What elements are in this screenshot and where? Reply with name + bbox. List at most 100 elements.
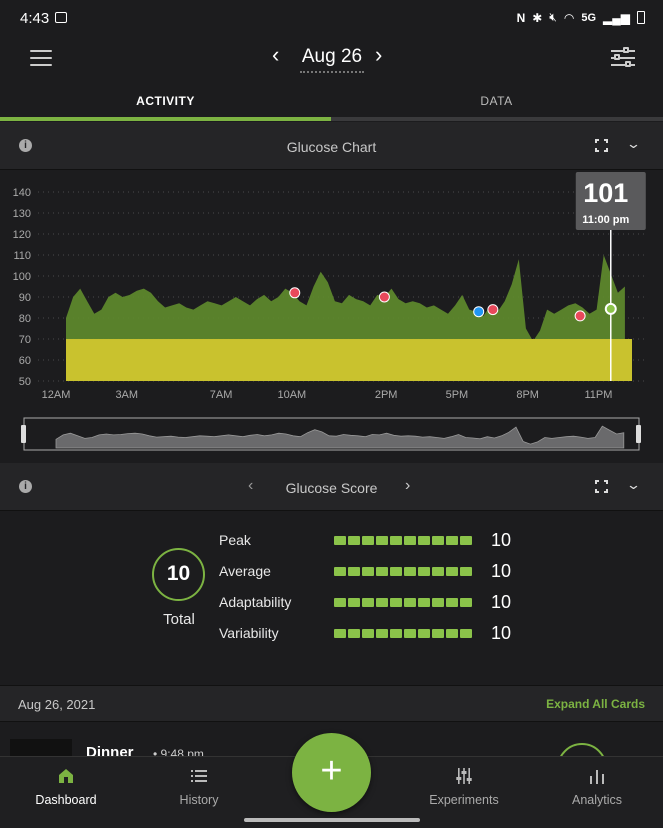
score-segment (446, 629, 458, 638)
tab-track (0, 117, 663, 121)
overview-handle-left[interactable] (21, 425, 26, 443)
score-segment (376, 629, 388, 638)
x-tick-label: 12AM (42, 389, 71, 401)
score-next-icon[interactable]: › (405, 477, 411, 494)
meal-event-marker (487, 304, 499, 316)
home-icon (59, 769, 73, 783)
plus-icon: + (320, 750, 343, 792)
nav-history[interactable]: History (133, 757, 265, 817)
score-segment (390, 629, 402, 638)
score-segment (376, 567, 388, 576)
score-bar (334, 536, 472, 545)
y-tick-label: 110 (13, 250, 31, 262)
y-tick-label: 70 (19, 334, 31, 346)
score-row-variability: Variability 10 (219, 623, 539, 647)
meal-time: • 9:48 pm (153, 747, 204, 758)
score-segment (460, 536, 472, 545)
filter-settings-icon[interactable] (611, 47, 635, 68)
nav-history-label: History (179, 793, 219, 807)
overview-area (55, 425, 625, 449)
y-tick-label: 120 (13, 229, 31, 241)
score-segment (334, 598, 346, 607)
score-row-peak: Peak 10 (219, 530, 539, 554)
score-segment (390, 536, 402, 545)
add-entry-button[interactable]: + (292, 733, 371, 812)
meal-card[interactable]: Dinner • 9:48 pm (0, 723, 663, 758)
score-segment (404, 536, 416, 545)
score-segment (418, 567, 430, 576)
tab-active-indicator (0, 117, 331, 121)
score-segment (418, 598, 430, 607)
score-value: 10 (491, 623, 512, 643)
x-tick-label: 2PM (375, 389, 398, 401)
nav-experiments[interactable]: Experiments (398, 757, 530, 817)
previous-day-button[interactable]: ‹ (272, 42, 280, 67)
score-segment (348, 567, 360, 576)
score-segment (460, 629, 472, 638)
score-prev-icon[interactable]: ‹ (248, 477, 254, 494)
x-tick-label: 10AM (277, 389, 306, 401)
x-tick-label: 3AM (115, 389, 138, 401)
score-segment (446, 567, 458, 576)
x-tick-label: 8PM (516, 389, 539, 401)
score-segment (390, 598, 402, 607)
score-segment (362, 629, 374, 638)
score-name: Peak (219, 532, 251, 548)
expand-all-cards-button[interactable]: Expand All Cards (546, 697, 645, 711)
status-icons: N ✱ 🔇︎ ◠ 5G ▂▄▆ (517, 10, 645, 25)
score-segment (418, 629, 430, 638)
bar-chart-icon (590, 770, 604, 784)
target-range-overlay (66, 339, 632, 381)
day-date: Aug 26, 2021 (18, 697, 96, 712)
home-indicator[interactable] (244, 818, 420, 822)
signal-icon: ▂▄▆ (603, 10, 630, 25)
collapse-chevron-icon[interactable]: ⌄ (625, 477, 642, 492)
nav-analytics[interactable]: Analytics (531, 757, 663, 817)
current-date[interactable]: Aug 26 (300, 46, 364, 73)
tab-data[interactable]: DATA (480, 94, 513, 108)
score-bar (334, 567, 472, 576)
nav-dashboard-label: Dashboard (35, 793, 97, 807)
score-segment (348, 629, 360, 638)
score-segment (446, 598, 458, 607)
y-tick-label: 90 (19, 292, 31, 304)
score-segment (390, 567, 402, 576)
next-day-button[interactable]: › (375, 42, 383, 67)
fullscreen-icon[interactable] (595, 480, 608, 493)
tooltip-box (575, 172, 646, 230)
score-row-adaptability: Adaptability 10 (219, 592, 539, 616)
score-segment (334, 567, 346, 576)
collapse-chevron-icon[interactable]: ⌄ (625, 136, 642, 151)
score-name: Adaptability (219, 594, 292, 610)
day-header: Aug 26, 2021 Expand All Cards (0, 685, 663, 722)
meal-event-marker (473, 306, 485, 318)
score-segment (404, 567, 416, 576)
score-name: Average (219, 563, 271, 579)
score-segment (460, 567, 472, 576)
glucose-chart: 140 130 120 110 100 90 80 70 60 50 12AM 3AM 7AM 10AM 2… (0, 170, 663, 463)
wifi-icon: ◠ (563, 10, 575, 25)
meal-event-marker (289, 287, 301, 299)
score-value: 10 (491, 561, 512, 581)
score-segment (404, 629, 416, 638)
glucose-chart-svg[interactable]: 140 130 120 110 100 90 80 70 60 50 12AM 3AM 7AM 10AM 2… (0, 170, 663, 463)
fullscreen-icon[interactable] (595, 139, 608, 152)
score-segment (334, 536, 346, 545)
score-segment (334, 629, 346, 638)
x-tick-label: 7AM (210, 389, 233, 401)
score-segment (362, 598, 374, 607)
info-icon[interactable]: i (19, 480, 32, 493)
meal-title: Dinner (86, 744, 134, 758)
info-icon[interactable]: i (19, 139, 32, 152)
glucose-score-card: 10 Total Peak 10 Average 10 Adaptability 10 Va… (0, 511, 663, 683)
overview-handle-right[interactable] (636, 425, 641, 443)
score-segment (446, 536, 458, 545)
tab-activity[interactable]: ACTIVITY (136, 94, 195, 108)
nav-dashboard[interactable]: Dashboard (0, 757, 132, 817)
hamburger-menu-icon[interactable] (30, 50, 52, 66)
y-tick-label: 100 (13, 271, 31, 283)
total-score-label: Total (163, 611, 195, 628)
score-segment (376, 536, 388, 545)
y-tick-label: 60 (19, 355, 31, 367)
meal-event-marker (378, 291, 390, 303)
